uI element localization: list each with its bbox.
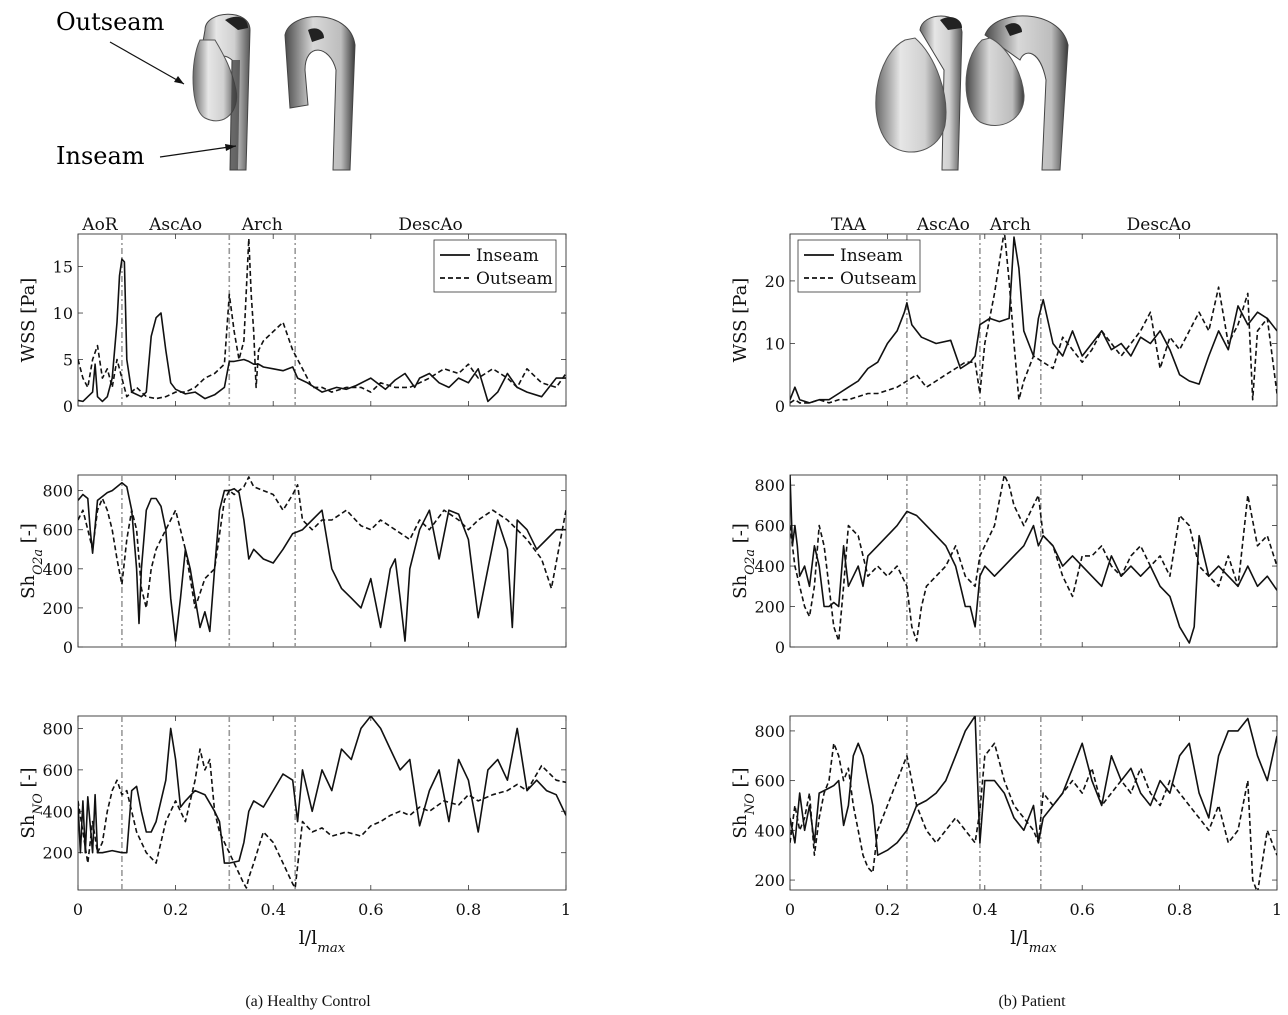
chart-a1-ylabel: WSS [Pa]: [18, 278, 39, 363]
aorta-render-patient-front: [875, 15, 963, 171]
chart-a1-series-inseam: [78, 258, 566, 403]
chart-a3-frame: [77, 715, 567, 891]
chart-a1: 0 5 10 15 WSS [Pa] AoR AscAo Arch DescAo Inseam Ou…: [18, 215, 567, 416]
chart-a2-frame: [77, 474, 567, 648]
chart-b3-ytick-label-2: 600: [754, 772, 785, 791]
chart-a3-xtick-label-1: 0.2: [163, 900, 188, 919]
inseam-arrowhead: [225, 144, 236, 151]
chart-b3-series-outseam: [790, 742, 1277, 890]
chart-b3-ytick-label-1: 400: [754, 821, 785, 840]
chart-a1-ytick-label-1: 5: [63, 351, 73, 370]
chart-b3-xtick-label-2: 0.4: [972, 900, 997, 919]
chart-b1-segment-label-3: DescAo: [1127, 215, 1191, 235]
chart-b3-xtick-label-5: 1: [1272, 900, 1282, 919]
chart-a1-ytick-label-2: 10: [53, 304, 73, 323]
chart-a1-segment-label-0: AoR: [81, 215, 119, 235]
chart-a1-ytick-label-0: 0: [63, 397, 73, 416]
chart-a3-xtick-label-2: 0.4: [260, 900, 285, 919]
chart-b1: 0 10 20 WSS [Pa] TAA AscAo Arch DescAo Inseam Out…: [730, 215, 1278, 416]
chart-b3-ytick-label-3: 800: [754, 722, 785, 741]
chart-a1-legend: Inseam Outseam: [433, 239, 557, 293]
chart-b1-frame: [789, 233, 1278, 407]
chart-a1-segment-label-1: AscAo: [148, 215, 202, 235]
chart-a1-legend-label-0: Inseam: [476, 246, 539, 266]
outseam-label: Outseam: [56, 8, 165, 36]
chart-b3-xlabel: l/lmax: [1010, 927, 1057, 956]
chart-a3-xlabel: l/lmax: [299, 927, 346, 956]
chart-b1-legend-label-0: Inseam: [840, 246, 903, 266]
aorta-render-healthy-side: [284, 16, 356, 171]
chart-b2-frame: [789, 474, 1278, 648]
chart-a2-ylabel: ShO2a [-]: [18, 523, 45, 599]
chart-a3-ytick-label-3: 800: [42, 719, 73, 738]
chart-a2-ytick-label-1: 200: [42, 599, 73, 618]
chart-b3-series-inseam: [790, 716, 1277, 857]
inseam-label: Inseam: [56, 142, 145, 170]
chart-a2-ytick-label-2: 400: [42, 560, 73, 579]
chart-a3-ylabel: ShNO [-]: [18, 767, 45, 838]
chart-b3: 200 400 600 800 0 0.2 0.4 0.6 0.8 1 ShNO [-] l/lmax: [730, 715, 1282, 956]
aorta-render-healthy-front: [192, 13, 251, 171]
chart-b2-ytick-label-0: 0: [775, 638, 785, 657]
chart-a1-legend-label-1: Outseam: [476, 269, 553, 289]
chart-b1-segment-label-2: Arch: [989, 215, 1031, 235]
chart-b1-ylabel: WSS [Pa]: [730, 278, 751, 363]
chart-a1-frame: [77, 233, 567, 407]
caption-healthy-control: (a) Healthy Control: [245, 993, 371, 1010]
chart-a1-series-outseam: [78, 237, 566, 400]
chart-b2-ytick-label-2: 400: [754, 557, 785, 576]
caption-patient: (b) Patient: [998, 993, 1066, 1010]
chart-b2-series-outseam: [790, 475, 1277, 642]
chart-b2-ylabel: ShO2a [-]: [730, 523, 757, 599]
chart-a3-series-outseam: [78, 748, 566, 889]
chart-b1-segment-label-0: TAA: [831, 215, 867, 235]
chart-a3: 200 400 600 800 0 0.2 0.4 0.6 0.8 1 ShNO [-] l/lmax: [18, 715, 571, 956]
chart-b1-ytick-label-0: 0: [775, 397, 785, 416]
inseam-arrow: [159, 145, 237, 158]
chart-a2-ytick-label-4: 800: [42, 482, 73, 501]
chart-b1-series-inseam: [790, 236, 1277, 404]
outseam-arrowhead: [174, 76, 184, 84]
chart-b1-legend-label-1: Outseam: [840, 269, 917, 289]
chart-a2-series-inseam: [78, 481, 566, 642]
aorta-render-patient-side: [965, 15, 1069, 171]
chart-b3-xtick-label-4: 0.8: [1167, 900, 1192, 919]
chart-b1-ytick-label-1: 10: [765, 334, 785, 353]
chart-a2-ytick-label-3: 600: [42, 521, 73, 540]
chart-a3-xtick-label-0: 0: [73, 900, 83, 919]
chart-b2-ytick-label-1: 200: [754, 598, 785, 617]
chart-b3-xtick-label-1: 0.2: [875, 900, 900, 919]
chart-a3-ytick-label-2: 600: [42, 761, 73, 780]
chart-b2-ytick-label-3: 600: [754, 517, 785, 536]
chart-a3-ytick-label-0: 200: [42, 844, 73, 863]
chart-a1-legend-box: [433, 239, 557, 293]
chart-b2: 0 200 400 600 800 ShO2a [-]: [730, 474, 1278, 657]
chart-a2-ytick-label-0: 0: [63, 638, 73, 657]
chart-a3-series-inseam: [78, 716, 566, 864]
chart-b1-segment-label-1: AscAo: [916, 215, 970, 235]
chart-b3-ytick-label-0: 200: [754, 871, 785, 890]
outseam-arrow: [109, 41, 185, 85]
chart-a1-segment-label-3: DescAo: [398, 215, 462, 235]
chart-b1-legend: Inseam Outseam: [797, 239, 921, 293]
chart-b3-xtick-label-0: 0: [785, 900, 795, 919]
chart-b1-ytick-label-2: 20: [765, 272, 785, 291]
chart-a3-ytick-label-1: 400: [42, 802, 73, 821]
chart-b3-frame: [789, 715, 1278, 891]
chart-b3-xtick-label-3: 0.6: [1069, 900, 1094, 919]
chart-b1-series-outseam: [790, 234, 1277, 404]
chart-b3-ylabel: ShNO [-]: [730, 767, 757, 838]
chart-a1-segment-label-2: Arch: [241, 215, 283, 235]
chart-a3-xtick-label-5: 1: [561, 900, 571, 919]
chart-a3-xtick-label-3: 0.6: [358, 900, 383, 919]
chart-b2-ytick-label-4: 800: [754, 476, 785, 495]
chart-b2-series-inseam: [790, 475, 1277, 644]
chart-a2: 0 200 400 600 800 ShO2a [-]: [18, 474, 567, 657]
chart-a3-xtick-label-4: 0.8: [456, 900, 481, 919]
chart-a1-ytick-label-3: 15: [53, 258, 73, 277]
chart-b1-legend-box: [797, 239, 921, 293]
